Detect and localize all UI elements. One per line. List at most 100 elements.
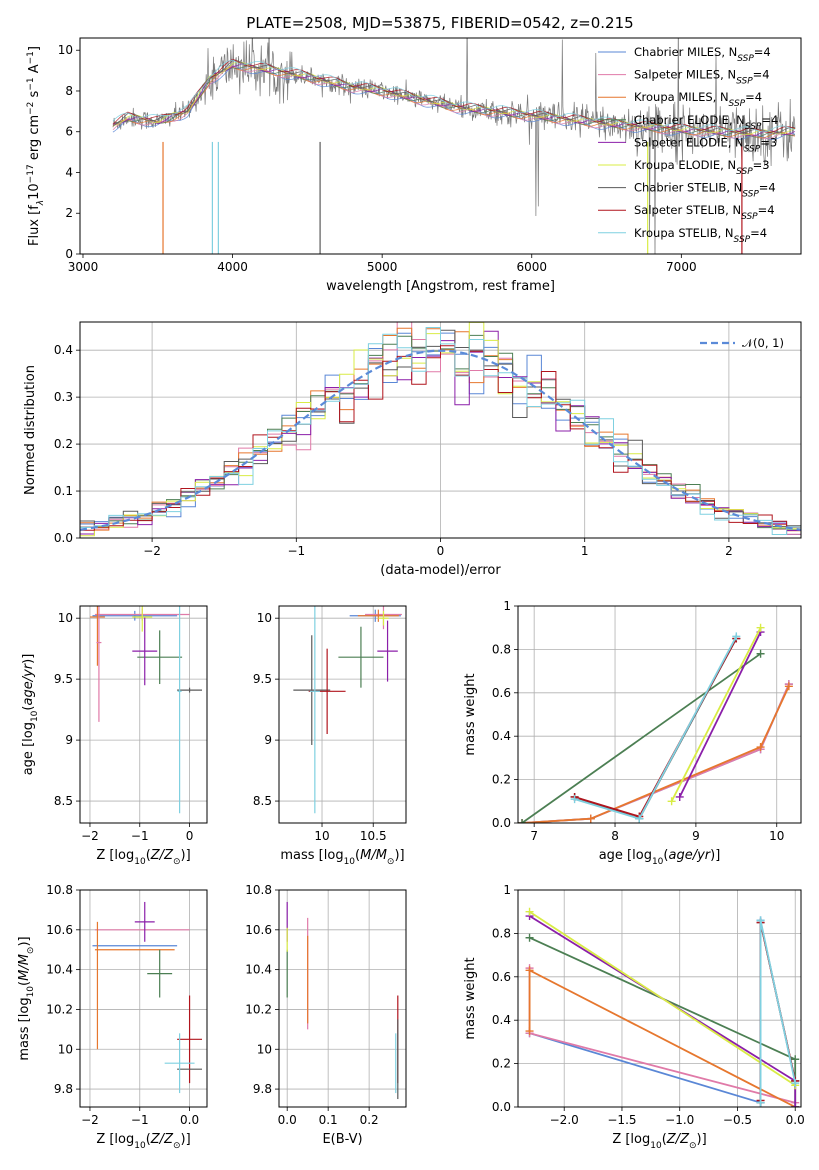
grid [80, 889, 207, 1107]
x-axis-label: Z [log10(Z/Z⊙)] [96, 1132, 190, 1151]
weight-marker [791, 1103, 800, 1107]
x-tick-label: 8 [611, 829, 619, 843]
legend-sub: SSP [742, 190, 759, 200]
y-tick-label: 1 [503, 883, 511, 897]
weight_vs_age-plot-area [518, 623, 793, 823]
weight-line [528, 968, 796, 1104]
legend-suffix: =4 [758, 203, 775, 217]
grid [518, 889, 801, 1108]
y-tick-label: 0.6 [492, 686, 511, 700]
legend-sub: SSP [737, 54, 754, 64]
x-tick-label: −1 [131, 1113, 149, 1127]
y-tick-label: 2 [65, 206, 73, 220]
legend-prefix: Salpeter MILES, N [634, 68, 736, 82]
x-tick-label: −2 [81, 1113, 99, 1127]
y-tick-label: 8.5 [253, 794, 272, 808]
legend-entry: Kroupa STELIB, NSSP=4 [634, 226, 767, 245]
legend-suffix: =4 [761, 113, 778, 127]
normal-legend-label: 𝒩(0, 1) [742, 336, 784, 350]
x-tick-label: −2 [143, 544, 161, 558]
x-tick-label: −2 [81, 829, 99, 843]
weight-marker [784, 682, 793, 691]
y-tick-label: 0.3 [54, 390, 73, 404]
weight-marker [756, 1098, 765, 1107]
x-tick-label: 9 [692, 829, 700, 843]
weight-marker [525, 966, 534, 975]
axes-spine [278, 605, 407, 824]
legend-prefix: Salpeter ELODIE, N [634, 135, 744, 149]
legend-suffix: =4 [759, 181, 776, 195]
x-tick-label: 0.0 [786, 1113, 805, 1127]
y-tick-label: 10 [58, 43, 73, 57]
y-tick-label: 6 [65, 125, 73, 139]
legend-sub: SSP [741, 212, 758, 222]
y-tick-label: 10.4 [245, 963, 272, 977]
axes-spine [278, 889, 407, 1108]
weight-marker [635, 814, 644, 823]
grid [279, 606, 406, 823]
legend-suffix: =4 [750, 226, 767, 240]
legend-suffix: =3 [753, 158, 770, 172]
y-tick-label: 0.1 [54, 484, 73, 498]
weight-line [529, 915, 797, 1107]
age_vs_Z-axes: −2 −1 0 8.5 9 9.5 10 Z [log10(Z/Z⊙)] age [log10(… [21, 605, 208, 867]
axes-frame: −2 −1 0.0 9.8 10 10.2 10.4 10.6 10.8 Z [log10(Z/Z… [17, 883, 208, 1151]
y-tick-label: 0.8 [492, 926, 511, 940]
legend-prefix: Kroupa MILES, N [634, 90, 729, 104]
x-tick-label: 10 [314, 829, 329, 843]
mass_vs_Z-plot-area [92, 901, 203, 1094]
axes-frame: 0.0 0.1 0.2 9.8 10 10.2 10.4 10.6 10.8 E(B-V) [245, 883, 407, 1147]
axes-frame: 10 10.5 8.5 9 9.5 10 mass [log10(M/M⊙)] [253, 605, 407, 867]
model-spectrum-line [112, 61, 796, 135]
y-tick-label: 1 [503, 599, 511, 613]
age_vs_mass-axes: 10 10.5 8.5 9 9.5 10 mass [log10(M/M⊙)] [253, 605, 407, 867]
grid [80, 606, 207, 823]
x-tick-label: −1.5 [607, 1113, 636, 1127]
y-tick-label: 10 [58, 611, 73, 625]
y-tick-label: 0.4 [54, 343, 73, 357]
y-tick-label: 4 [65, 165, 73, 179]
age_vs_Z-plot-area [89, 606, 203, 814]
y-axis-label: Flux [fλ10−17 erg cm−2 s−1 A−1] [26, 46, 46, 246]
weight-line [528, 968, 796, 1107]
x-tick-label: 7000 [666, 260, 697, 274]
y-tick-label: 10 [58, 1042, 73, 1056]
y-tick-label: 0.0 [492, 816, 511, 830]
y-tick-label: 0.6 [492, 970, 511, 984]
x-tick-label: 0.1 [319, 1113, 338, 1127]
residuals-axes: −2 −1 0 1 2 0.0 0.1 0.2 0.3 0.4 (data-model)/error… [23, 321, 802, 578]
y-axis-label: Normed distribution [23, 365, 38, 495]
axes-frame: 7 8 9 10 0.0 0.2 0.4 0.6 0.8 1 age [log10(age/yr)]… [463, 599, 802, 867]
x-tick-label: 7 [530, 829, 538, 843]
legend-sub: SSP [736, 167, 753, 177]
x-tick-label: 0 [437, 544, 445, 558]
x-tick-label: 0 [186, 829, 194, 843]
weight-marker [756, 743, 765, 752]
weight-line [670, 627, 762, 802]
weight-marker [675, 792, 684, 801]
y-tick-label: 0.2 [492, 773, 511, 787]
weight-marker [525, 1027, 534, 1036]
mass_vs_Z-axes: −2 −1 0.0 9.8 10 10.2 10.4 10.6 10.8 Z [log10(Z/Z… [17, 883, 208, 1151]
model-spectrum-line [112, 59, 796, 133]
legend-entry: Salpeter STELIB, NSSP=4 [634, 203, 775, 222]
legend-entry: Chabrier STELIB, NSSP=4 [634, 181, 776, 200]
weight-marker [525, 907, 534, 916]
legend-entry: Salpeter MILES, NSSP=4 [634, 68, 770, 87]
weight-marker [791, 1055, 800, 1064]
y-tick-label: 9.8 [253, 1082, 272, 1096]
axes-frame: −2 −1 0 8.5 9 9.5 10 Z [log10(Z/Z⊙)] age [log10(… [21, 605, 208, 867]
x-tick-label: −1 [131, 829, 149, 843]
y-axis-label: mass weight [463, 957, 478, 1039]
x-axis-label: E(B-V) [322, 1132, 362, 1147]
x-tick-label: 0.0 [180, 1113, 199, 1127]
legend-prefix: Chabrier MILES, N [634, 45, 737, 59]
y-tick-label: 0.2 [492, 1057, 511, 1071]
y-axis-label: mass [log10(M/M⊙)] [17, 936, 36, 1060]
legend-prefix: Kroupa ELODIE, N [634, 158, 736, 172]
legend-sub: SSP [744, 144, 761, 154]
y-tick-label: 10.6 [245, 923, 272, 937]
x-tick-label: 2 [725, 544, 733, 558]
y-tick-label: 10 [257, 1042, 272, 1056]
